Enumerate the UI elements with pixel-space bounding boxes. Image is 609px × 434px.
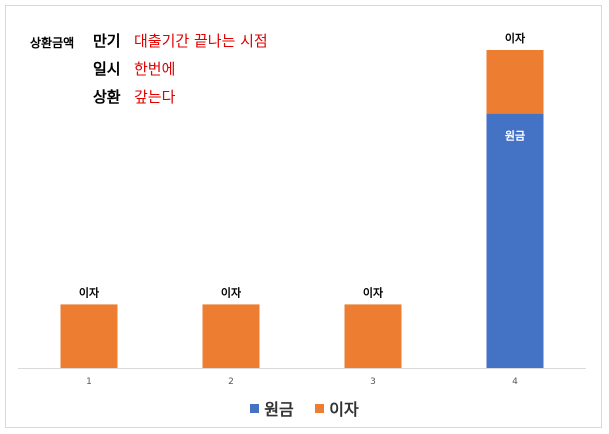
x-tick-label-3: 3 [370,377,376,387]
bar-interest-2 [202,304,260,368]
legend-label-principal: 원금 [264,400,294,419]
legend-item-interest: 이자 [315,396,359,420]
bar-principal-4 [486,113,544,368]
desc-repayment: 갚는다 [134,88,176,106]
data-label-interest-2: 이자 [221,285,242,299]
bar-interest-4 [486,50,544,114]
data-label-interest-4: 이자 [505,31,526,45]
term-maturity: 만기 [93,32,121,50]
bar-interest-3 [344,304,402,368]
x-tick-label-1: 1 [86,377,92,387]
bar-interest-1 [60,304,118,368]
legend-item-principal: 원금 [250,396,294,420]
legend: 원금 이자 [0,396,609,420]
chart-frame [5,5,602,428]
desc-maturity: 대출기간 끝나는 시점 [134,32,268,50]
repayment-amount-label: 상환금액 [30,36,75,50]
term-repayment: 상환 [93,88,121,106]
data-label-interest-1: 이자 [79,285,100,299]
term-lump-sum: 일시 [93,60,121,78]
x-tick-label-4: 4 [512,377,518,387]
legend-swatch-interest [315,403,325,413]
desc-lump-sum: 한번에 [134,60,176,78]
x-tick-label-2: 2 [228,377,234,387]
legend-swatch-principal [250,403,260,413]
data-label-interest-3: 이자 [363,285,384,299]
data-label-principal-4: 원금 [505,129,525,143]
legend-label-interest: 이자 [329,400,359,419]
